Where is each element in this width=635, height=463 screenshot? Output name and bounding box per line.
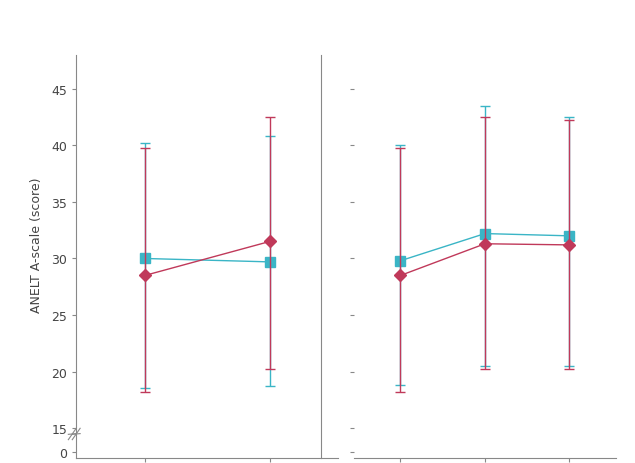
Y-axis label: ANELT A-scale (score): ANELT A-scale (score) xyxy=(30,177,43,313)
